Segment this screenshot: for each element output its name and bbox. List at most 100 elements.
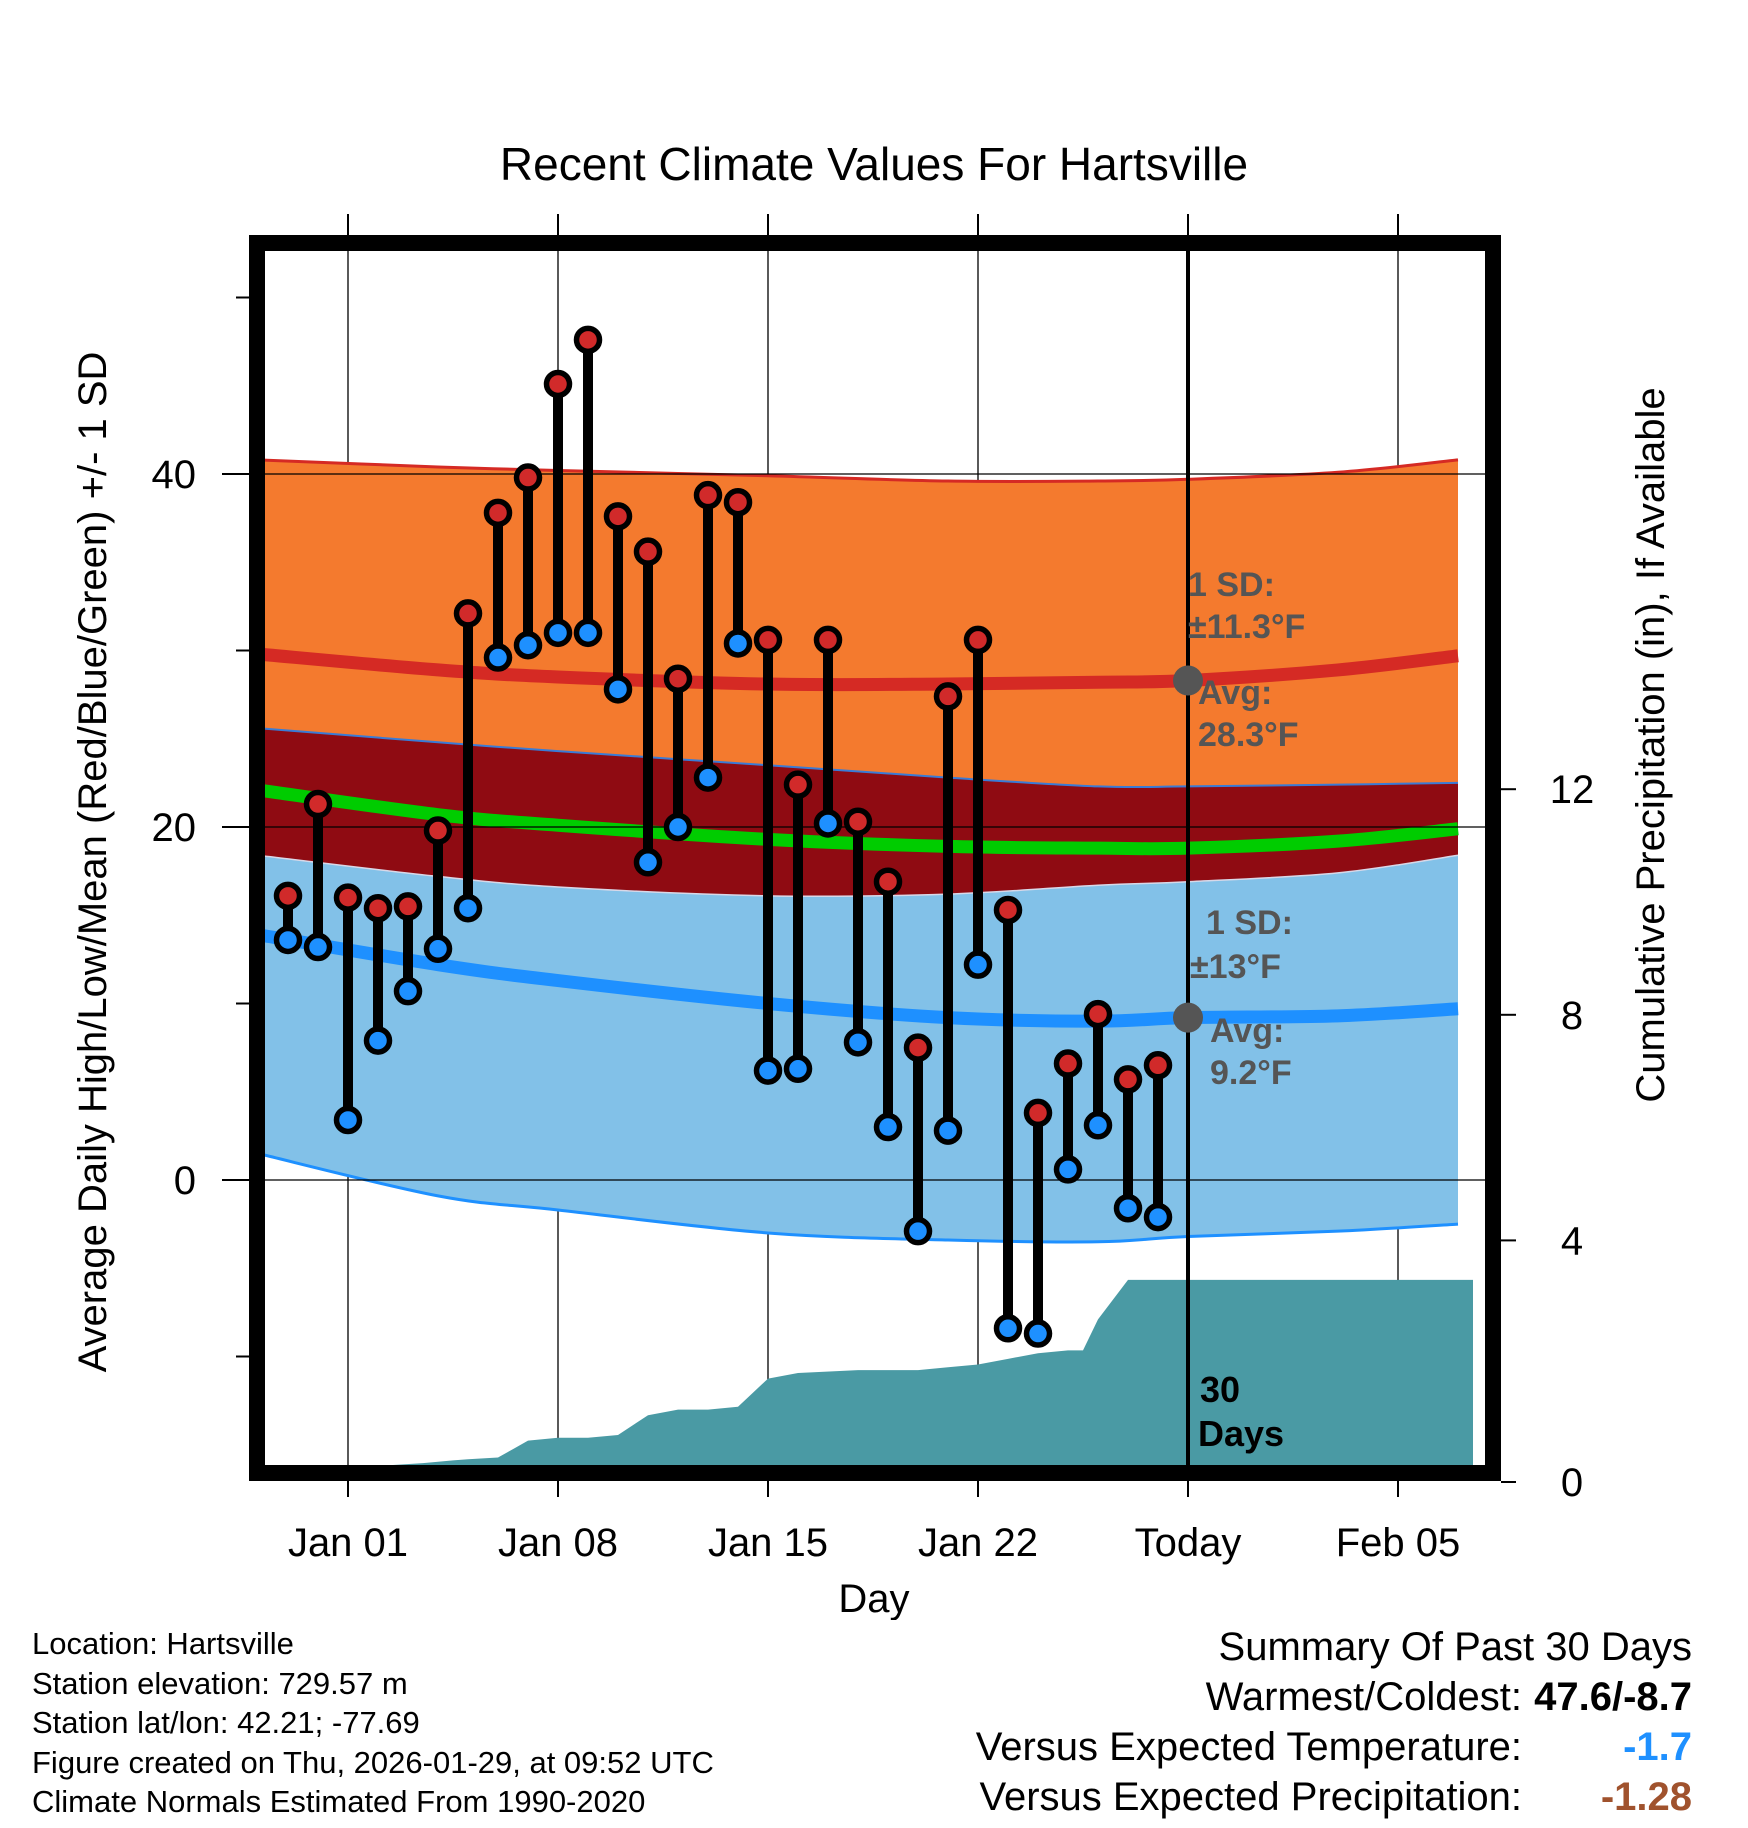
axis-ticks: Jan 01 Jan 08 Jan 15 Jan 22 Today Feb 0502040… [152,214,1595,1565]
x-tick-label: Jan 15 [708,1521,828,1565]
summary-title-text: Summary Of Past 30 Days [1218,1625,1692,1669]
low-point [1113,1193,1143,1223]
summary-temp-row: Versus Expected Temperature: -1.7 [976,1722,1692,1772]
low-point [273,925,303,955]
high-point [693,480,723,510]
high-point [273,881,303,911]
high-point [663,664,693,693]
high-point [1113,1065,1143,1094]
summary-panel: Summary Of Past 30 Days Warmest/Coldest:… [976,1622,1692,1822]
high-sd-label: 1 SD: [1188,566,1275,604]
high-point [303,789,333,819]
y2-tick-label: 12 [1550,768,1595,812]
low-sd-value: ±13°F [1190,948,1281,986]
low-point [333,1105,363,1135]
y-tick-label: 40 [152,453,197,497]
precip-days-label: Days [1198,1413,1284,1454]
y2-tick-label: 4 [1561,1219,1583,1263]
low-point [483,643,513,672]
x-tick-label: Jan 22 [918,1521,1038,1565]
low-point [393,976,423,1006]
low-point [753,1056,783,1085]
high-point [723,487,753,517]
chart-title: Recent Climate Values For Hartsville [500,138,1248,190]
low-point [453,893,483,923]
low-point [513,630,543,660]
high-point [423,816,453,845]
x-axis-title: Day [838,1577,909,1620]
precip-label: Versus Expected Precipitation: [979,1775,1522,1819]
precip-days-count: 30 [1200,1369,1240,1410]
low-point [633,848,663,877]
high-point [543,369,573,399]
x-tick-label: Feb 05 [1336,1521,1461,1565]
low-point [693,763,723,792]
climate-chart: Recent Climate Values For Hartsville 1 S… [71,138,1673,1620]
station-info: Location: Hartsville Station elevation: … [32,1624,714,1822]
high-point [993,895,1023,925]
y-tick-label: 20 [152,806,197,850]
high-point [843,807,873,836]
low-point [1083,1111,1113,1140]
high-point [873,867,903,896]
high-avg-marker [1173,665,1203,696]
plot-frame [249,235,1501,1481]
y-axis-title: Average Daily High/Low/Mean (Red/Blue/Gr… [71,352,115,1373]
high-point [783,770,813,799]
low-point [1053,1155,1083,1184]
precip-area [264,1279,1473,1466]
low-point [843,1028,873,1057]
x-tick-label: Jan 08 [498,1521,618,1565]
location-text: Location: Hartsville [32,1626,294,1661]
low-point [363,1026,393,1055]
y2-axis-title: Cumulative Precipitation (in), If Availa… [1629,387,1673,1102]
high-point [453,599,483,628]
low-point [1023,1319,1053,1348]
high-point [1053,1049,1083,1078]
high-point [633,537,663,566]
elevation-text: Station elevation: 729.57 m [32,1665,408,1701]
summary-precip-row: Versus Expected Precipitation: -1.28 [976,1772,1692,1822]
low-avg-label: Avg: [1210,1012,1284,1050]
latlon-text: Station lat/lon: 42.21; -77.69 [32,1705,420,1740]
low-avg-marker [1173,1002,1203,1033]
normals-text: Climate Normals Estimated From 1990-2020 [32,1784,646,1819]
x-tick-label: Today [1135,1521,1242,1565]
summary-warmest-row: Warmest/Coldest: 47.6/-8.7 [976,1672,1692,1722]
high-point [363,893,393,923]
low-point [873,1112,903,1142]
low-point [303,932,333,962]
high-point [933,682,963,711]
created-text: Figure created on Thu, 2026-01-29, at 09… [32,1744,714,1780]
high-avg-value: 28.3°F [1198,716,1299,754]
low-point [573,618,603,648]
high-point [603,502,633,531]
high-avg-label: Avg: [1198,674,1272,712]
high-point [963,625,993,655]
high-point [1023,1098,1053,1128]
y2-tick-label: 0 [1561,1461,1583,1505]
x-tick-label: Jan 01 [288,1521,408,1565]
warmest-value: 47.6/-8.7 [1534,1675,1692,1719]
high-point [393,892,423,921]
low-avg-line [264,929,1459,1028]
high-sd-value: ±11.3°F [1188,608,1305,646]
low-point [603,675,633,704]
low-avg-value: 9.2°F [1210,1054,1292,1092]
low-point [783,1054,813,1084]
y-tick-label: 0 [174,1159,196,1203]
low-point [543,618,573,648]
high-point [483,498,513,528]
low-point [663,812,693,842]
low-point [933,1116,963,1145]
high-point [813,625,843,655]
precip-value: -1.28 [1600,1775,1692,1819]
low-sd-label: 1 SD: [1206,904,1293,942]
temp-label: Versus Expected Temperature: [975,1725,1522,1769]
observed-temperatures [273,325,1173,1348]
annotations: 1 SD: ±11.3°F Avg: 28.3°F 1 SD: ±13°F Av… [1173,566,1305,1454]
low-point [813,809,843,838]
low-point [1143,1202,1173,1232]
high-point [753,625,783,655]
high-point [1083,999,1113,1029]
